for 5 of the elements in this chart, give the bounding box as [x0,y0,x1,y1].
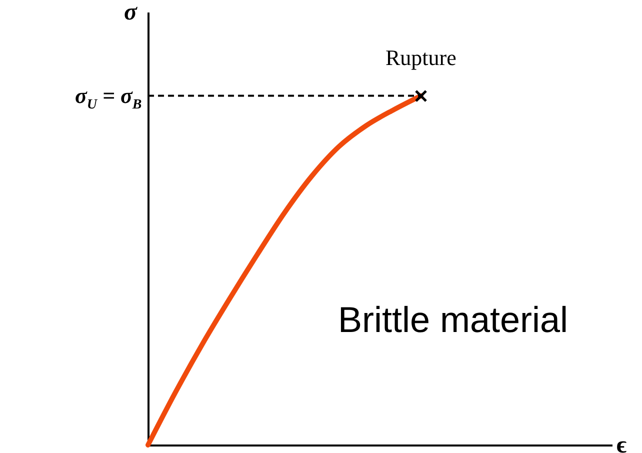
x-axis-title: ϵ [616,432,627,453]
text: Rupture [385,44,456,70]
ref-line-label: σ$_{U}$ = σ$_{B}$ [75,82,142,114]
y-axis-title: σ [124,0,138,26]
annotation: Brittle material [338,299,568,340]
